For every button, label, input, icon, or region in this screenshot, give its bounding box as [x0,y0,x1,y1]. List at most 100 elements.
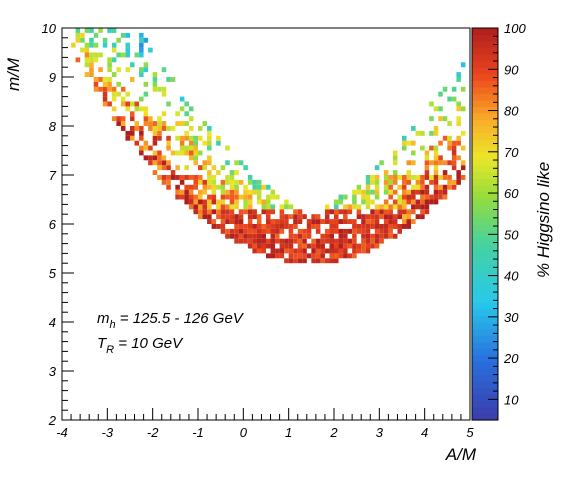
heatmap-cell [320,243,325,249]
heatmap-cell [98,28,103,33]
heatmap-cell [261,224,266,229]
heatmap-cell [447,179,452,185]
heatmap-cell [433,150,439,156]
colorbar-band [472,106,498,114]
heatmap-cell [365,194,371,200]
heatmap-cell [411,175,416,180]
heatmap-cell [216,224,221,229]
heatmap-cell [288,233,294,239]
heatmap-cell [270,248,276,254]
colorbar-band [472,380,498,388]
heatmap-cell [139,72,144,77]
heatmap-cell [229,219,235,224]
heatmap-cell [270,233,276,239]
colorbar-band [472,191,498,199]
heatmap-cell [293,258,298,264]
colorbar-band [472,387,498,395]
heatmap-cell [338,233,344,239]
heatmap-cell [374,219,380,224]
heatmap-cell [383,204,389,210]
heatmap-cell [370,224,375,229]
heatmap-cell [302,253,307,259]
colorbar-band [472,406,498,415]
heatmap-cell [392,179,398,185]
heatmap-cell [93,77,99,82]
heatmap-cell [352,253,357,259]
heatmap-cell [89,42,94,48]
colorbar-band [472,302,498,310]
heatmap-cell [220,165,226,171]
heatmap-cell [379,228,384,234]
heatmap-cell [107,86,112,92]
heatmap-cell [130,111,135,117]
heatmap-cell [229,184,235,190]
heatmap-cell [306,224,312,229]
heatmap-cell [352,219,357,224]
heatmap-cell [402,189,407,195]
colorbar-band [472,54,498,62]
heatmap-cell [383,214,389,220]
heatmap-cell [315,224,321,229]
colorbar-band [472,73,498,81]
heatmap-cell [388,224,393,229]
heatmap-cell [247,243,253,249]
heatmap-cell [320,238,325,244]
heatmap-cell [211,209,217,215]
heatmap-cell [379,224,384,229]
heatmap-cell [247,214,253,220]
heatmap-cell [460,62,466,68]
heatmap-cell [420,130,425,136]
heatmap-cell [152,86,158,92]
y-tick-label: 4 [49,315,56,330]
heatmap-cell [202,204,208,210]
heatmap-cell [134,52,140,58]
heatmap-cell [334,253,339,259]
heatmap-cell [166,145,171,151]
heatmap-cell [424,189,430,195]
colorbar-band [472,93,498,101]
colorbar-band [472,41,498,49]
heatmap-cell [184,184,189,190]
heatmap-cell [256,189,262,195]
heatmap-cell [198,209,203,215]
heatmap-cell [130,62,135,68]
heatmap-cell [347,243,353,249]
heatmap-cell [143,116,149,122]
heatmap-cell [148,155,153,161]
heatmap-cell [75,57,81,63]
heatmap-cell [252,189,257,195]
heatmap-cell [234,160,239,166]
heatmap-cell [302,248,307,254]
colorbar-band [472,341,498,349]
heatmap-cell [343,253,348,259]
heatmap-cell [456,135,461,141]
heatmap-cell [170,175,176,180]
heatmap-cell [370,243,375,249]
colorbar-band [472,250,498,258]
heatmap-cells [71,28,466,264]
heatmap-cell [243,209,248,215]
heatmap-cell [229,214,235,220]
heatmap-cell [374,175,380,180]
heatmap-cell [211,165,217,171]
heatmap-cell [334,258,339,264]
heatmap-cell [193,150,198,156]
heatmap-cell [411,219,416,224]
heatmap-cell [211,189,217,195]
heatmap-cell [365,248,371,254]
heatmap-cell [383,228,389,234]
colorbar-band [472,282,498,290]
heatmap-cell [211,194,217,200]
heatmap-cell [143,37,149,43]
heatmap-cell [93,52,99,58]
heatmap-cell [188,184,194,190]
heatmap-cell [429,199,434,205]
heatmap-cell [343,204,348,210]
heatmap-cell [429,145,434,151]
heatmap-cell [266,204,271,210]
heatmap-cell [433,184,439,190]
heatmap-cell [139,37,144,43]
heatmap-cell [343,228,348,234]
heatmap-cell [275,248,280,254]
heatmap-cell [84,28,90,33]
